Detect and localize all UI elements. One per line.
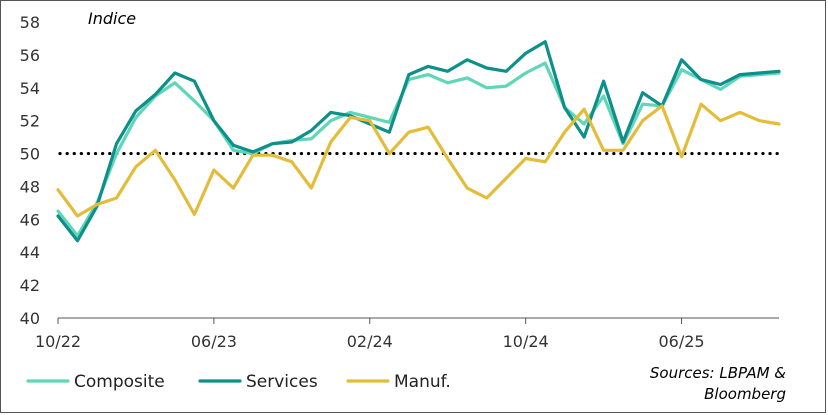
legend-label: Services bbox=[246, 372, 318, 392]
source-line-1: Sources: LBPAM & bbox=[650, 364, 786, 382]
x-tick-label: 06/23 bbox=[191, 332, 237, 351]
x-tick-label: 02/24 bbox=[347, 332, 393, 351]
y-tick-label: 40 bbox=[20, 309, 40, 328]
series-lines bbox=[56, 40, 781, 243]
y-tick-label: 52 bbox=[20, 112, 40, 131]
series-line-manuf bbox=[56, 102, 781, 218]
x-axis: 10/22 06/23 02/24 10/24 06/25 bbox=[35, 318, 705, 351]
legend: Composite Services Manuf. bbox=[26, 372, 451, 392]
series-line-services bbox=[56, 40, 781, 243]
x-tick-label: 10/22 bbox=[35, 332, 81, 351]
legend-label: Composite bbox=[74, 372, 165, 392]
y-tick-label: 50 bbox=[20, 145, 40, 164]
y-tick-label: 48 bbox=[20, 177, 40, 196]
y-tick-label: 56 bbox=[20, 46, 40, 65]
y-tick-label: 42 bbox=[20, 276, 40, 295]
source-line-2: Bloomberg bbox=[704, 385, 786, 403]
y-tick-label: 44 bbox=[20, 243, 40, 262]
y-tick-label: 54 bbox=[20, 79, 40, 98]
y-axis-title: Indice bbox=[88, 9, 136, 28]
x-tick-label: 10/24 bbox=[503, 332, 549, 351]
x-tick-label: 06/25 bbox=[659, 332, 705, 351]
y-axis: 40 42 44 46 48 50 52 54 56 58 bbox=[20, 13, 40, 328]
y-tick-label: 46 bbox=[20, 210, 40, 229]
legend-label: Manuf. bbox=[394, 372, 451, 392]
y-tick-label: 58 bbox=[20, 13, 40, 32]
